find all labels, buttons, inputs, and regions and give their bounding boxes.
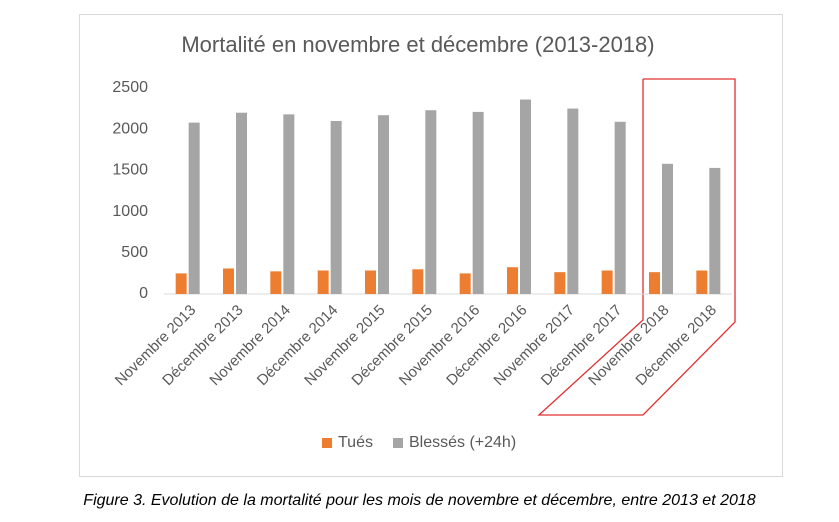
- bar: [507, 267, 518, 294]
- bar: [696, 270, 708, 294]
- bar: [554, 272, 566, 294]
- bar: [614, 121, 626, 294]
- bar: [662, 163, 673, 294]
- bar: [378, 115, 389, 294]
- bar: [567, 108, 579, 294]
- y-tick-label: 0: [139, 285, 148, 302]
- bar: [188, 122, 200, 294]
- bar: [459, 273, 471, 294]
- bar: [330, 120, 342, 295]
- legend-swatch: [392, 438, 403, 448]
- bar: [425, 110, 437, 294]
- caption: Figure 3. Evolution de la mortalité pour…: [83, 492, 756, 509]
- bar: [365, 270, 376, 294]
- bar: [175, 273, 187, 294]
- y-tick-label: 1000: [112, 203, 148, 220]
- bar: [236, 112, 247, 294]
- legend-swatch: [322, 438, 332, 448]
- highlight-box: [537, 78, 736, 416]
- bar: [270, 271, 282, 294]
- y-tick-label: 1500: [112, 162, 148, 179]
- y-tick-label: 500: [121, 244, 148, 261]
- bar: [520, 99, 531, 294]
- legend-label: Tués: [338, 434, 373, 451]
- bar: [709, 167, 721, 294]
- bar: [412, 269, 424, 294]
- bar: [317, 270, 329, 294]
- bar: [472, 111, 484, 294]
- y-tick-label: 2000: [112, 120, 148, 137]
- y-tick-label: 2500: [112, 79, 148, 96]
- legend-label: Blessés (+24h): [409, 434, 516, 451]
- bar: [601, 270, 613, 294]
- bar: [649, 272, 660, 294]
- chart-title: Mortalité en novembre et décembre (2013-…: [181, 32, 654, 57]
- bar: [223, 268, 234, 294]
- chart: Mortalité en novembre et décembre (2013-…: [79, 14, 783, 477]
- bar: [283, 114, 295, 294]
